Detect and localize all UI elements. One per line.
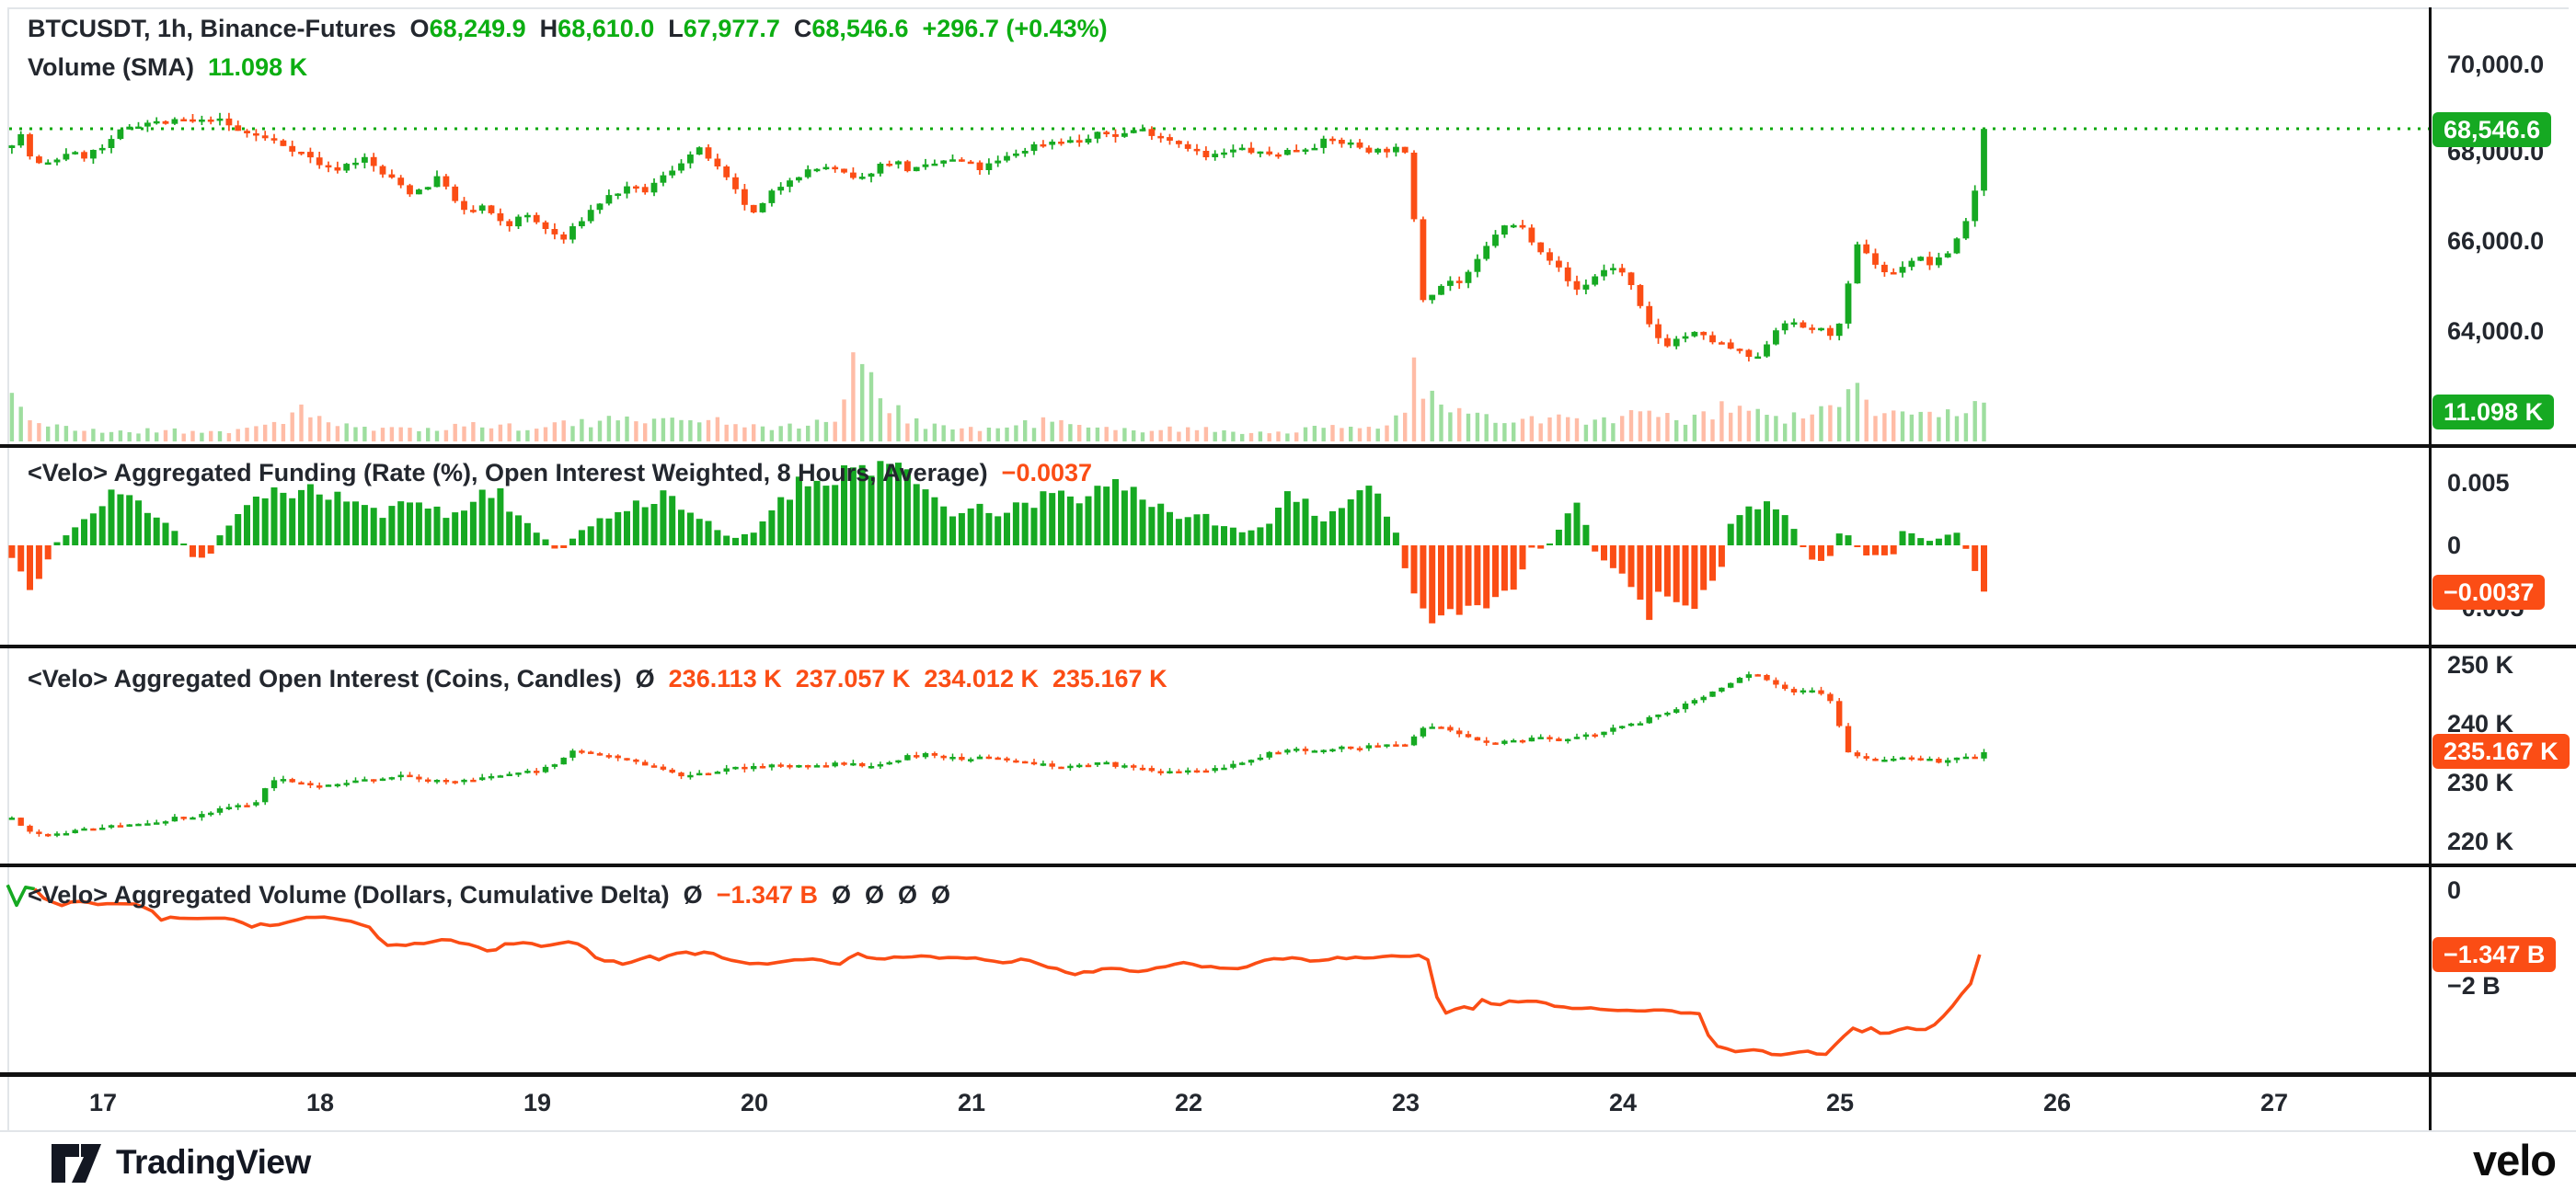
time-axis-label: 17 xyxy=(88,1089,118,1116)
time-axis-label: 20 xyxy=(740,1089,769,1116)
tradingview-logo[interactable]: TradingView xyxy=(50,1139,311,1186)
funding-badge: −0.0037 xyxy=(2432,575,2546,610)
legend-segment: −0.0037 xyxy=(1001,459,1093,486)
volume-legend[interactable]: Volume (SMA) 11.098 K xyxy=(28,53,307,82)
legend-segment: <Velo> Aggregated Open Interest (Coins, … xyxy=(28,665,669,692)
legend-segment: +296.7 (+0.43%) xyxy=(922,15,1108,42)
open-interest-legend[interactable]: <Velo> Aggregated Open Interest (Coins, … xyxy=(28,665,1167,693)
velo-logo: velo xyxy=(2472,1136,2557,1184)
frame-left xyxy=(7,7,9,1130)
legend-segment: 68,249.9 xyxy=(429,15,540,42)
time-axis-label: 21 xyxy=(957,1089,986,1116)
axis-tick-label: 220 K xyxy=(2447,828,2514,855)
axis-tick-label: 64,000.0 xyxy=(2447,317,2545,345)
legend-segment: 67,977.7 xyxy=(683,15,794,42)
last-price-badge: 68,546.6 xyxy=(2432,112,2552,147)
axis-tick-label: 250 K xyxy=(2447,651,2514,679)
legend-segment: 236.113 K 237.057 K 234.012 K 235.167 K xyxy=(668,665,1167,692)
axis-tick-label: 70,000.0 xyxy=(2447,51,2545,78)
time-axis-label: 26 xyxy=(2042,1089,2072,1116)
time-axis-label: 27 xyxy=(2260,1089,2289,1116)
legend-segment: 68,610.0 xyxy=(558,15,669,42)
funding-legend[interactable]: <Velo> Aggregated Funding (Rate (%), Ope… xyxy=(28,459,1092,487)
time-axis-label: 18 xyxy=(305,1089,335,1116)
tradingview-logo-text: TradingView xyxy=(116,1143,311,1181)
legend-segment: L xyxy=(668,15,684,42)
cvd-legend[interactable]: <Velo> Aggregated Volume (Dollars, Cumul… xyxy=(28,881,950,910)
legend-segment: Volume (SMA) xyxy=(28,53,209,81)
axis-tick-label: −2 B xyxy=(2447,972,2501,1000)
open-interest-badge: 235.167 K xyxy=(2432,734,2570,769)
legend-segment: −1.347 B xyxy=(716,881,819,909)
time-axis-label: 25 xyxy=(1825,1089,1855,1116)
legend-segment: <Velo> Aggregated Volume (Dollars, Cumul… xyxy=(28,881,717,909)
volume-badge: 11.098 K xyxy=(2432,395,2555,429)
axis-tick-label: 0.005 xyxy=(2447,469,2510,497)
frame-top xyxy=(7,7,2569,9)
axis-tick-label: 240 K xyxy=(2447,710,2514,738)
legend-segment: 68,546.6 xyxy=(811,15,923,42)
time-axis-label: 24 xyxy=(1608,1089,1638,1116)
time-axis-label: 22 xyxy=(1174,1089,1203,1116)
legend-segment: BTCUSDT, 1h, Binance-Futures xyxy=(28,15,410,42)
legend-segment: H xyxy=(539,15,558,42)
legend-segment: C xyxy=(793,15,812,42)
axis-tick-label: 0 xyxy=(2447,532,2462,559)
tradingview-logo-icon xyxy=(52,1144,101,1183)
axis-tick-label: 230 K xyxy=(2447,769,2514,796)
cvd-badge: −1.347 B xyxy=(2432,937,2557,972)
time-axis-label: 23 xyxy=(1391,1089,1420,1116)
legend-segment: O xyxy=(409,15,430,42)
time-axis-label: 19 xyxy=(523,1089,552,1116)
symbol-legend[interactable]: BTCUSDT, 1h, Binance-Futures O68,249.9 H… xyxy=(28,15,1108,43)
legend-segment: <Velo> Aggregated Funding (Rate (%), Ope… xyxy=(28,459,1002,486)
axis-tick-label: 0 xyxy=(2447,876,2462,904)
legend-segment: 11.098 K xyxy=(208,53,308,81)
price-panel[interactable] xyxy=(0,7,2429,444)
legend-segment: Ø Ø Ø Ø xyxy=(818,881,951,909)
axis-tick-label: 66,000.0 xyxy=(2447,227,2545,255)
